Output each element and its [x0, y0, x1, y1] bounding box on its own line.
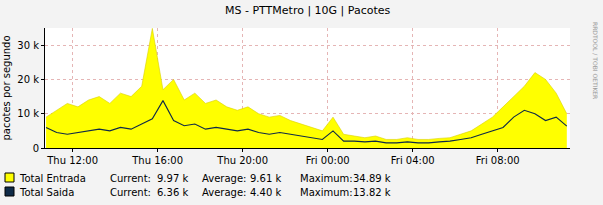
- svg-text:10 k: 10 k: [17, 108, 39, 119]
- svg-text:Thu 16:00: Thu 16:00: [131, 155, 183, 166]
- svg-text:9.97 k: 9.97 k: [157, 173, 188, 184]
- svg-text:Current:: Current:: [110, 173, 151, 184]
- svg-text:Thu 20:00: Thu 20:00: [216, 155, 268, 166]
- svg-text:Maximum:: Maximum:: [300, 173, 353, 184]
- svg-text:9.61 k: 9.61 k: [250, 173, 281, 184]
- svg-text:Total Saida: Total Saida: [19, 187, 74, 198]
- svg-text:pacotes por segundo: pacotes por segundo: [1, 35, 12, 140]
- svg-text:RRDTOOL / TOBI OETIKER: RRDTOOL / TOBI OETIKER: [592, 22, 599, 99]
- svg-text:Fri 08:00: Fri 08:00: [476, 155, 520, 166]
- svg-text:34.89 k: 34.89 k: [353, 173, 391, 184]
- svg-text:0: 0: [33, 143, 39, 154]
- svg-text:Average:: Average:: [202, 187, 246, 198]
- svg-text:Average:: Average:: [202, 173, 246, 184]
- svg-text:4.40 k: 4.40 k: [250, 187, 281, 198]
- svg-text:30 k: 30 k: [17, 40, 39, 51]
- svg-text:Total Entrada: Total Entrada: [19, 173, 86, 184]
- svg-text:13.82 k: 13.82 k: [353, 187, 391, 198]
- svg-text:MS - PTTMetro | 10G | Pacotes: MS - PTTMetro | 10G | Pacotes: [225, 4, 391, 17]
- svg-text:20 k: 20 k: [17, 74, 39, 85]
- svg-text:Fri 04:00: Fri 04:00: [391, 155, 435, 166]
- svg-text:6.36 k: 6.36 k: [157, 187, 188, 198]
- svg-text:Maximum:: Maximum:: [300, 187, 353, 198]
- svg-text:Fri 00:00: Fri 00:00: [306, 155, 350, 166]
- svg-text:Thu 12:00: Thu 12:00: [46, 155, 98, 166]
- svg-text:Current:: Current:: [110, 187, 151, 198]
